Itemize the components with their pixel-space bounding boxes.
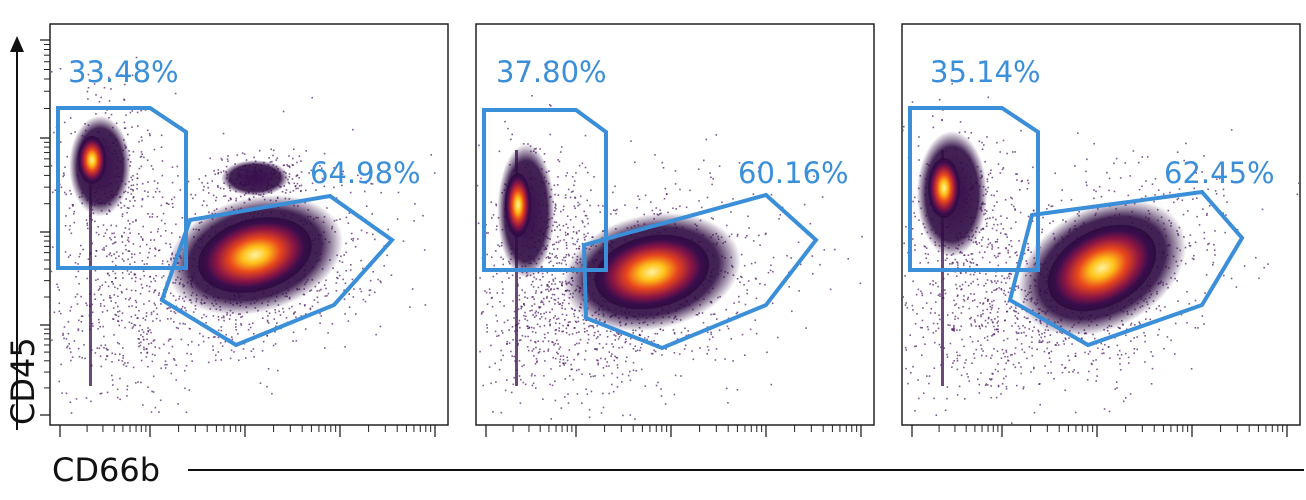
gate-upper-left (908, 106, 1040, 272)
gate-percent-label: 60.16% (738, 156, 849, 190)
panels: 33.48% 64.98% 37.80% 60.16% 35.14% 62.45% (40, 23, 1301, 437)
y-axis-ticks (40, 39, 50, 416)
panel-3: 35.14% 62.45% (901, 23, 1301, 437)
gate-upper-left (56, 106, 188, 270)
event-dots (903, 78, 1299, 424)
event-dots (51, 56, 436, 414)
panel-1: 33.48% 64.98% (40, 23, 449, 437)
y-axis: CD45 (4, 36, 42, 430)
panel-2: 37.80% 60.16% (475, 23, 875, 437)
gate-percent-label: 37.80% (496, 55, 607, 89)
arrow-up-icon (10, 36, 24, 52)
y-axis-label: CD45 (4, 337, 42, 425)
x-axis-ticks (911, 425, 1288, 437)
gate-upper-left (482, 108, 608, 272)
gate-percent-label: 64.98% (310, 156, 421, 190)
gate-percent-label: 33.48% (68, 55, 179, 89)
gate-right (159, 193, 395, 348)
x-axis: CD66b (52, 451, 1304, 489)
x-axis-label: CD66b (52, 451, 160, 489)
gate-right (581, 192, 819, 351)
gate-percent-label: 35.14% (930, 55, 1041, 89)
x-axis-ticks (485, 425, 862, 437)
gate-percent-label: 62.45% (1164, 156, 1275, 190)
gate-right (1007, 189, 1245, 348)
x-axis-ticks (59, 425, 436, 437)
